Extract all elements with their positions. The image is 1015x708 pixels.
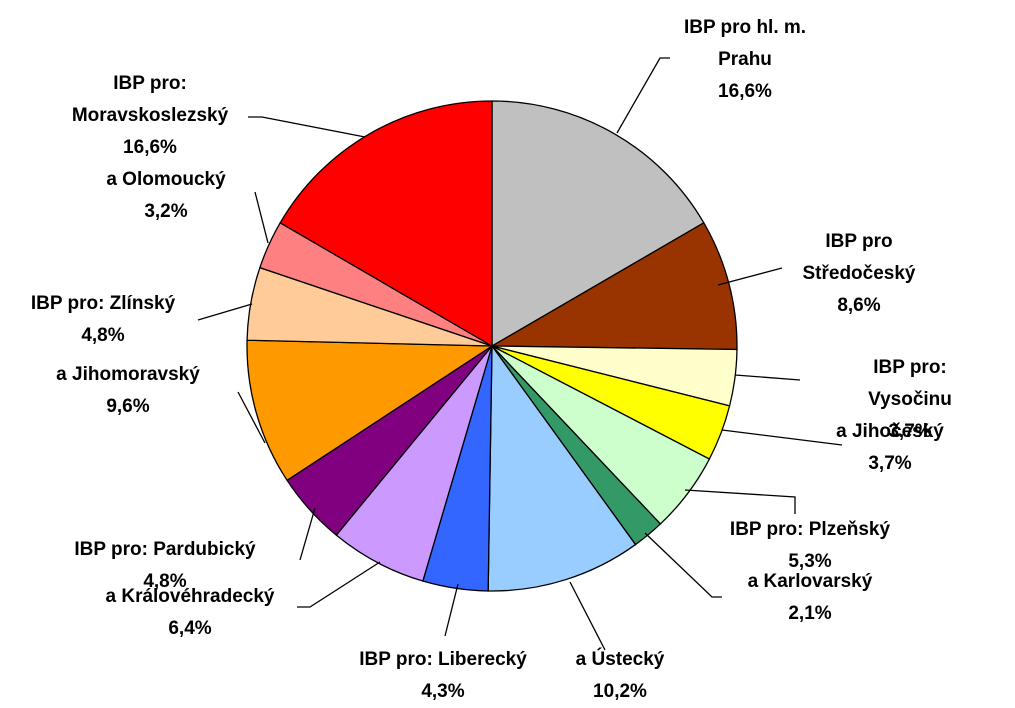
leader-line [299,507,316,561]
value-label: 10,2% [593,681,647,702]
category-label: IBP pro: Moravskoslezský [71,73,229,126]
category-label: a Jihočeský [836,421,944,442]
value-label: 16,6% [718,81,772,102]
value-label: 3,2% [144,201,188,222]
slice-label: IBP pro: Moravskoslezský 16,6% [72,68,228,164]
leader-line [248,116,366,138]
value-label: 16,6% [123,137,177,158]
leader-line [254,191,269,244]
leader-line [684,489,796,514]
category-label: IBP pro: Zlínský [30,293,176,314]
category-label: IBP pro hl. m. Prahu [683,17,807,70]
value-label: 3,7% [888,421,932,442]
slice-label: a Jihomoravský 9,6% [56,359,200,423]
slice-label: IBP pro Středočeský 8,6% [802,226,915,322]
slice-label: IBP pro: Zlínský 4,8% [31,288,175,352]
slice-label: a Jihočeský 3,7% [836,416,944,480]
leader-line [721,429,843,446]
leader-line [717,267,783,286]
pie-slice [487,344,637,592]
category-label: IBP pro: Plzeňský [729,519,891,540]
leader-line [237,391,266,444]
pie-slice [489,221,738,351]
leader-line [197,303,253,321]
slice-label: IBP pro: Pardubický 4,8% [74,534,255,598]
pie-slice [279,100,493,348]
value-label: 6,4% [168,618,212,639]
leader-line [297,561,381,608]
slice-label: a Olomoucký 3,2% [106,164,225,228]
leader-line [734,374,801,381]
value-label: 5,3% [788,551,832,572]
category-label: a Karlovarský [747,571,873,592]
value-label: 4,3% [421,681,465,702]
pie-slice [246,339,495,482]
category-label: IBP pro Středočeský [802,231,916,284]
value-label: 8,6% [837,295,881,316]
slice-label: IBP pro: Liberecký 4,3% [359,644,527,708]
slice-label: a Karlovarský 2,1% [748,566,873,630]
slice-label: IBP pro: Plzeňský 5,3% [730,514,890,578]
category-label: a Ústecký [575,649,665,670]
leader-line [616,57,670,134]
leader-line [444,583,459,637]
leader-line [644,532,722,598]
category-label: IBP pro: Vysočinu [868,357,952,410]
pie-slice [491,100,705,348]
value-label: 3,7% [868,453,912,474]
value-label: 4,8% [143,571,187,592]
value-label: 4,8% [81,325,125,346]
slice-label: IBP pro: Vysočinu 3,7% [858,352,963,448]
slice-label: IBP pro hl. m. Prahu 16,6% [684,12,806,108]
category-label: a Olomoucký [106,169,226,190]
value-label: 9,6% [106,396,150,417]
category-label: a Jihomoravský [56,364,200,385]
category-label: IBP pro: Pardubický [74,539,256,560]
category-label: IBP pro: Liberecký [359,649,527,670]
leader-line [569,581,606,651]
category-label: a Královéhradecký [105,586,275,607]
slice-label: a Ústecký 10,2% [576,644,665,708]
slice-label: a Královéhradecký 6,4% [106,581,275,645]
value-label: 2,1% [788,603,832,624]
